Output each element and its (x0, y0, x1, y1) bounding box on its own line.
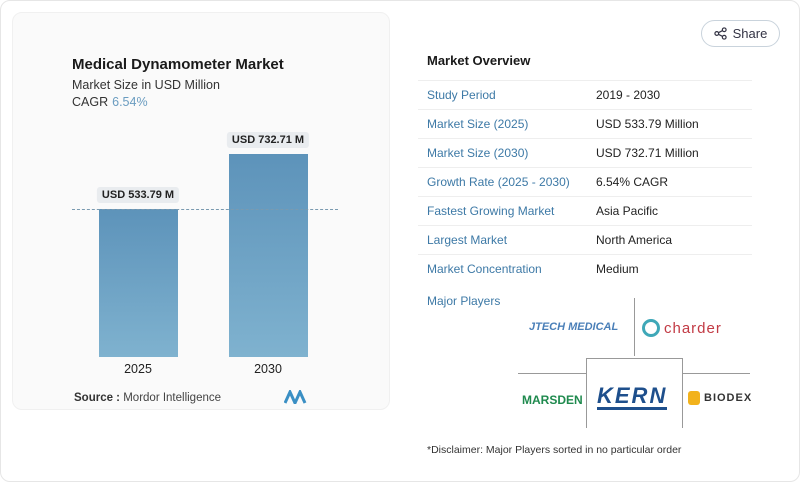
share-icon (713, 27, 727, 40)
row-key: Largest Market (427, 233, 508, 247)
charder-text: charder (664, 319, 722, 337)
disclaimer: *Disclaimer: Major Players sorted in no … (427, 444, 682, 456)
source-label: Source : (74, 392, 121, 404)
row-key: Growth Rate (2025 - 2030) (427, 175, 570, 189)
bar-2030 (228, 154, 308, 357)
kern-box (586, 358, 683, 428)
player-logo-charder: charder (642, 319, 722, 337)
data-label: USD 533.79 M (96, 187, 180, 204)
player-logo-kern: KERN (597, 383, 668, 410)
divider (634, 298, 635, 356)
row-key: Fastest Growing Market (427, 204, 555, 218)
data-label: USD 732.71 M (226, 132, 310, 148)
chart-title: Medical Dynamometer Market (72, 56, 284, 73)
row-key: Market Size (2030) (427, 146, 529, 160)
overview-row: Market Size (2030) USD 732.71 Million (418, 138, 752, 167)
row-value: 6.54% CAGR (596, 175, 669, 189)
row-value: USD 533.79 Million (596, 117, 699, 131)
cagr-value: 6.54% (112, 95, 148, 109)
charder-ring-icon (642, 319, 660, 337)
biodex-hex-icon (688, 391, 700, 405)
player-logo-marsden: MARSDEN (522, 393, 583, 407)
source: Source : Mordor Intelligence (74, 392, 221, 404)
player-logo-jtech: JTECH MEDICAL (529, 321, 619, 333)
overview-row: Fastest Growing Market Asia Pacific (418, 196, 752, 225)
reference-line (72, 209, 338, 211)
overview-row: Growth Rate (2025 - 2030) 6.54% CAGR (418, 167, 752, 196)
share-label: Share (732, 26, 768, 41)
x-tick-label: 2030 (254, 362, 282, 376)
chart-card (12, 12, 390, 410)
chart-subtitle: Market Size in USD Million (72, 78, 220, 92)
cagr: CAGR 6.54% (72, 95, 148, 109)
player-logo-biodex: BIODEX (688, 391, 752, 405)
cagr-label: CAGR (72, 95, 109, 109)
bar-2025 (98, 209, 178, 357)
share-button[interactable]: Share (701, 20, 780, 47)
row-key: Market Size (2025) (427, 117, 529, 131)
overview-row: Largest Market North America (418, 225, 752, 254)
biodex-text: BIODEX (704, 392, 753, 404)
source-name: Mordor Intelligence (123, 392, 222, 404)
row-value: North America (596, 233, 673, 247)
row-value: 2019 - 2030 (596, 88, 661, 102)
major-players-label: Major Players (427, 294, 501, 308)
x-tick-label: 2025 (124, 362, 152, 376)
divider (518, 373, 586, 374)
overview-row: Market Size (2025) USD 533.79 Million (418, 109, 752, 138)
overview-row: Study Period 2019 - 2030 (418, 80, 752, 109)
row-value: Medium (596, 262, 639, 276)
row-key: Study Period (427, 88, 496, 102)
mordor-logo-icon (284, 390, 307, 404)
row-value: USD 732.71 Million (596, 146, 699, 160)
divider (682, 373, 750, 374)
row-value: Asia Pacific (596, 204, 659, 218)
row-key: Market Concentration (427, 262, 542, 276)
overview-row: Market Concentration Medium (418, 254, 752, 283)
overview-title: Market Overview (427, 53, 531, 68)
